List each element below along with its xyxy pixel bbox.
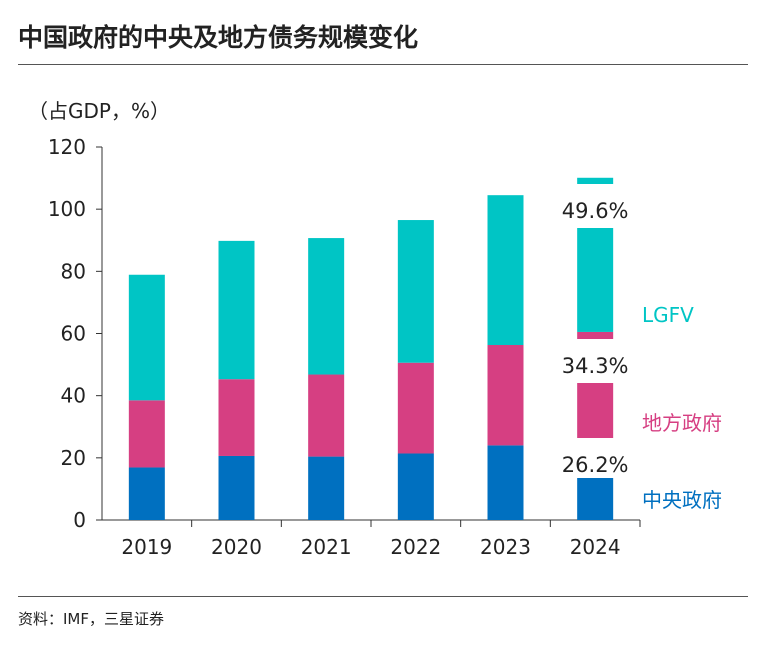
bar-2021-地方政府 <box>308 374 345 457</box>
y-tick-label: 20 <box>61 446 86 470</box>
x-tick-label: 2019 <box>121 535 172 559</box>
y-tick-label: 120 <box>48 135 86 159</box>
bar-2020-地方政府 <box>218 379 255 456</box>
bar-2022-LGFV <box>397 220 434 363</box>
bar-2022-地方政府 <box>397 362 434 454</box>
bar-2021-中央政府 <box>308 456 345 520</box>
data-label-中央政府: 26.2% <box>562 453 629 477</box>
legend-label-LGFV: LGFV <box>642 303 694 327</box>
bar-2021-LGFV <box>308 238 345 375</box>
y-axis-unit-label: （占GDP，%） <box>28 99 170 123</box>
y-tick-label: 40 <box>61 384 86 408</box>
chart-title: 中国政府的中央及地方债务规模变化 <box>18 23 419 52</box>
x-tick-label: 2020 <box>211 535 262 559</box>
data-label-地方政府: 34.3% <box>562 354 629 378</box>
y-tick-label: 100 <box>48 197 86 221</box>
y-tick-label: 60 <box>61 322 86 346</box>
bar-2019-地方政府 <box>128 400 165 468</box>
annotation-mask <box>576 339 615 383</box>
title-divider <box>18 64 748 65</box>
y-tick-label: 0 <box>73 508 86 532</box>
bar-2023-中央政府 <box>487 445 524 520</box>
x-tick-label: 2024 <box>570 535 621 559</box>
x-tick-label: 2022 <box>390 535 441 559</box>
annotation-mask <box>576 184 615 228</box>
bar-2020-中央政府 <box>218 455 255 520</box>
data-label-LGFV: 49.6% <box>562 199 629 223</box>
legend-label-中央政府: 中央政府 <box>642 488 722 512</box>
x-tick-label: 2023 <box>480 535 531 559</box>
source-note: 资料：IMF，三星证券 <box>18 610 164 628</box>
bar-2023-地方政府 <box>487 345 524 446</box>
y-tick-label: 80 <box>61 259 86 283</box>
source-divider <box>18 596 748 597</box>
bar-2019-中央政府 <box>128 467 165 520</box>
annotation-mask <box>576 438 615 478</box>
bar-2022-中央政府 <box>397 453 434 520</box>
bar-2019-LGFV <box>128 274 165 401</box>
x-tick-label: 2021 <box>301 535 352 559</box>
bar-2023-LGFV <box>487 195 524 346</box>
legend-label-地方政府: 地方政府 <box>642 411 722 435</box>
bar-2020-LGFV <box>218 240 255 380</box>
